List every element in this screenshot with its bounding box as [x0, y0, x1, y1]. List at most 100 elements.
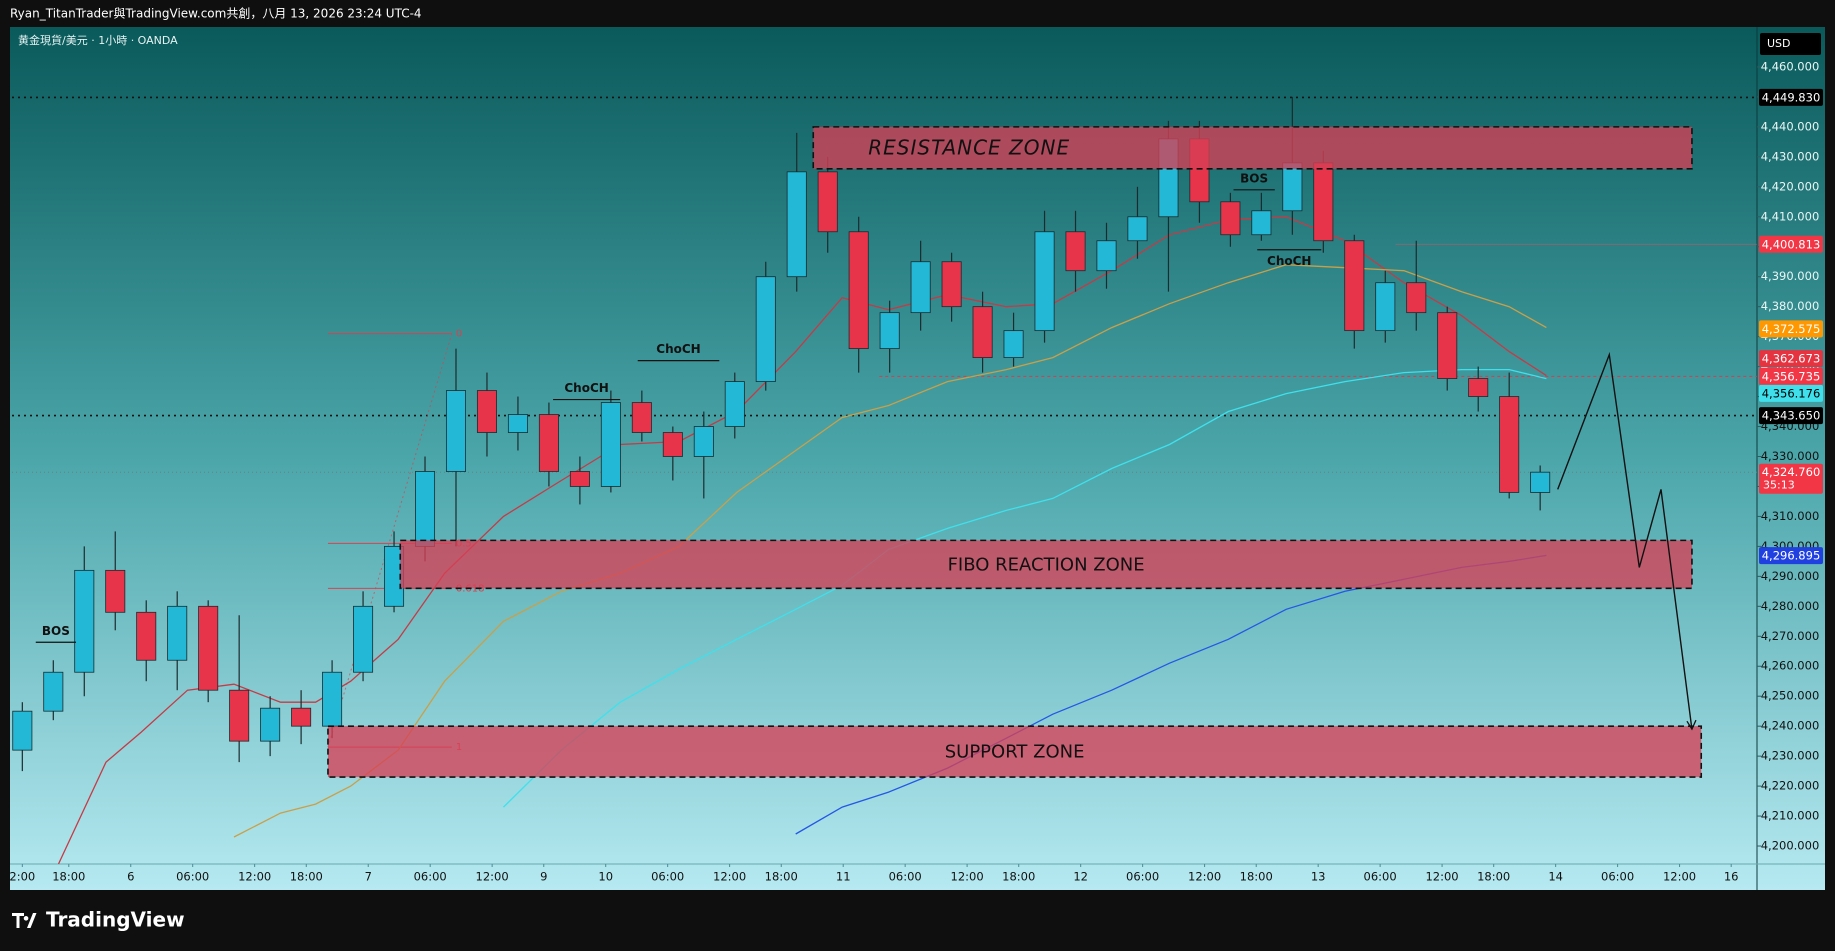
candle-body — [1499, 396, 1520, 493]
currency: USD — [1767, 37, 1791, 50]
x-tick-label: 12:00 — [951, 870, 984, 884]
candle-body — [260, 707, 281, 742]
x-tick-label: 06:00 — [889, 870, 922, 884]
price-label: 4,400.813 — [1762, 237, 1821, 251]
candle-body — [1313, 162, 1334, 242]
x-tick-label: 13 — [1311, 870, 1326, 884]
fib-trend — [327, 333, 453, 748]
candle-body — [229, 689, 250, 742]
y-tick-label: 4,230.000 — [1761, 749, 1820, 763]
x-tick-label: 06:00 — [1601, 870, 1634, 884]
candle-body — [198, 605, 219, 691]
x-tick-label: 16 — [1724, 870, 1739, 884]
candle-body — [1406, 282, 1427, 314]
y-tick-label: 4,310.000 — [1761, 509, 1820, 523]
candle-body — [476, 390, 497, 433]
price-label: 4,356.176 — [1762, 386, 1821, 400]
projection-path — [1557, 351, 1693, 730]
y-tick-label: 4,200.000 — [1761, 839, 1820, 853]
x-tick-label: 18:00 — [765, 870, 798, 884]
candle-body — [353, 605, 374, 673]
candle-body — [12, 710, 33, 751]
y-tick-label: 4,330.000 — [1761, 449, 1820, 463]
candle-body — [1220, 201, 1241, 236]
candle-body — [291, 707, 312, 727]
zone-label: SUPPORT ZONE — [945, 742, 1085, 763]
x-tick-label: 6 — [127, 870, 134, 884]
y-tick-label: 4,410.000 — [1761, 209, 1820, 223]
y-tick-label: 4,440.000 — [1761, 119, 1820, 133]
x-tick-label: 12 — [1073, 870, 1088, 884]
candle-body — [167, 605, 188, 661]
candle-body — [600, 402, 621, 487]
x-tick-label: 06:00 — [414, 870, 447, 884]
structure-label: ChoCH — [564, 381, 608, 395]
x-tick-label: 18:00 — [1002, 870, 1035, 884]
zone-label: RESISTANCE ZONE — [868, 135, 1070, 159]
price-label-box — [1759, 320, 1823, 338]
candle-body — [786, 171, 807, 278]
fib-label: 0 — [456, 329, 462, 340]
x-tick-label: 18:00 — [1240, 870, 1273, 884]
zone — [399, 539, 1693, 590]
candle-body — [1468, 378, 1489, 397]
structure-label: BOS — [42, 624, 70, 638]
candle-body — [1375, 282, 1396, 332]
x-tick-label: 10 — [598, 870, 613, 884]
y-tick-label: 4,240.000 — [1761, 719, 1820, 733]
x-tick-label: 18:00 — [1477, 870, 1510, 884]
y-tick-label: 4,220.000 — [1761, 779, 1820, 793]
structure-label: BOS — [1240, 171, 1268, 185]
y-tick-label: 4,260.000 — [1761, 659, 1820, 673]
candle-body — [74, 569, 95, 673]
candle-body — [910, 261, 931, 314]
structure-label: ChoCH — [1267, 254, 1311, 268]
candle-body — [1065, 231, 1086, 272]
price-label: 4,343.650 — [1762, 409, 1821, 423]
x-tick-label: 18:00 — [290, 870, 323, 884]
candle-body — [848, 231, 869, 350]
candle-body — [415, 471, 436, 547]
footer-brand: TradingView — [46, 908, 185, 932]
candle-body — [43, 671, 64, 712]
candle-body — [538, 414, 559, 472]
y-tick-label: 4,270.000 — [1761, 629, 1820, 643]
x-tick-label: 12:00 — [1188, 870, 1221, 884]
logo-icon — [12, 913, 37, 928]
candle-body — [1034, 231, 1055, 332]
structure-label: ChoCH — [656, 342, 700, 356]
x-tick-label: 06:00 — [1364, 870, 1397, 884]
candle-body — [941, 261, 962, 308]
moving-average — [503, 368, 1547, 808]
candle-body — [1096, 240, 1117, 272]
candle-body — [1437, 312, 1458, 379]
candle-body — [445, 390, 466, 472]
price-label-box — [1759, 88, 1823, 106]
price-label-box — [1759, 384, 1823, 402]
price-label: 4,449.830 — [1762, 90, 1821, 104]
y-tick-label: 4,210.000 — [1761, 809, 1820, 823]
candle-body — [693, 426, 714, 457]
y-tick-label: 4,250.000 — [1761, 689, 1820, 703]
x-tick-label: 12:00 — [1425, 870, 1458, 884]
candle-body — [1003, 330, 1024, 359]
price-label: 4,362.673 — [1762, 352, 1821, 366]
candle-body — [1344, 240, 1365, 332]
symbol-title: 黄金現貨/美元 · 1小時 · OANDA — [18, 33, 178, 47]
candle-body — [1127, 216, 1148, 242]
candle-body — [631, 402, 652, 433]
candle-body — [1530, 471, 1551, 493]
zone-label: FIBO REACTION ZONE — [948, 554, 1145, 575]
x-tick-label: 12:00 — [476, 870, 509, 884]
footer-logo: TradingView — [12, 908, 185, 932]
y-tick-label: 4,290.000 — [1761, 569, 1820, 583]
y-tick-label: 4,460.000 — [1761, 59, 1820, 73]
candle-body — [662, 432, 683, 457]
price-countdown: 35:13 — [1763, 479, 1795, 492]
candle-body — [1282, 162, 1303, 212]
price-label: 4,324.760 — [1762, 465, 1821, 479]
x-tick-label: 18:00 — [52, 870, 85, 884]
x-tick-label: 7 — [365, 870, 372, 884]
